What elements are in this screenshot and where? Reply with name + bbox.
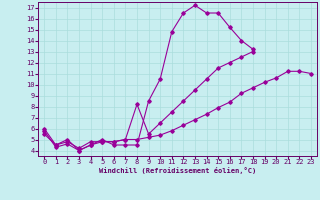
X-axis label: Windchill (Refroidissement éolien,°C): Windchill (Refroidissement éolien,°C) [99, 167, 256, 174]
